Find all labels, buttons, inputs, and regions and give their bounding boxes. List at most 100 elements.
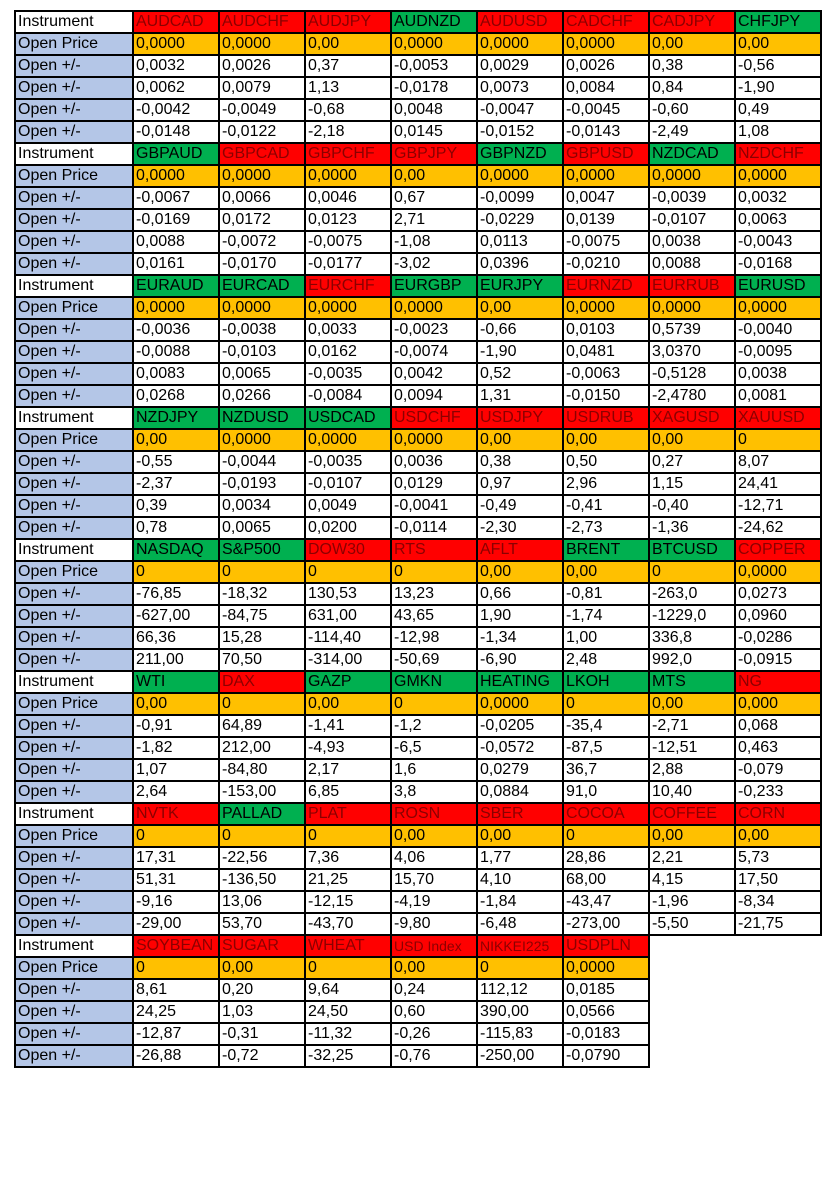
open-price-cell[interactable]: 0,00	[132, 692, 220, 716]
instrument-name-cell[interactable]: CADCHF	[562, 10, 650, 34]
open-change-cell[interactable]: 0,0026	[562, 54, 650, 78]
open-change-cell[interactable]: -0,0286	[734, 626, 822, 650]
open-change-cell[interactable]: -0,0040	[734, 318, 822, 342]
open-change-cell[interactable]: -0,0107	[304, 472, 392, 496]
instrument-name-cell[interactable]: PLAT	[304, 802, 392, 826]
open-change-cell[interactable]: 0,068	[734, 714, 822, 738]
open-change-cell[interactable]: 24,50	[304, 1000, 392, 1024]
open-price-cell[interactable]: 0,0000	[218, 428, 306, 452]
open-change-label[interactable]: Open +/-	[14, 98, 134, 122]
open-change-cell[interactable]: -0,0088	[132, 340, 220, 364]
open-price-cell[interactable]: 0,00	[390, 164, 478, 188]
open-change-cell[interactable]: 8,07	[734, 450, 822, 474]
open-change-cell[interactable]: 24,41	[734, 472, 822, 496]
open-change-cell[interactable]: -6,5	[390, 736, 478, 760]
open-change-cell[interactable]: -0,66	[476, 318, 564, 342]
open-price-cell[interactable]: 0	[648, 560, 736, 584]
instrument-name-cell[interactable]: RTS	[390, 538, 478, 562]
open-price-cell[interactable]: 0	[132, 560, 220, 584]
open-change-cell[interactable]: 0,0073	[476, 76, 564, 100]
open-change-label[interactable]: Open +/-	[14, 1000, 134, 1024]
open-change-cell[interactable]: 0,49	[734, 98, 822, 122]
open-price-cell[interactable]: 0,000	[734, 692, 822, 716]
instrument-name-cell[interactable]: CORN	[734, 802, 822, 826]
open-change-cell[interactable]: -250,00	[476, 1044, 564, 1068]
open-change-cell[interactable]: -0,0170	[218, 252, 306, 276]
open-change-label[interactable]: Open +/-	[14, 890, 134, 914]
open-change-cell[interactable]: 70,50	[218, 648, 306, 672]
open-change-cell[interactable]: -4,19	[390, 890, 478, 914]
open-change-cell[interactable]: -0,0047	[476, 98, 564, 122]
open-change-cell[interactable]: -0,0074	[390, 340, 478, 364]
open-price-cell[interactable]: 0,00	[734, 824, 822, 848]
open-price-cell[interactable]: 0,00	[562, 560, 650, 584]
open-change-cell[interactable]: -136,50	[218, 868, 306, 892]
open-change-cell[interactable]: -21,75	[734, 912, 822, 936]
open-change-cell[interactable]: -0,0193	[218, 472, 306, 496]
open-price-cell[interactable]: 0	[390, 560, 478, 584]
open-change-cell[interactable]: 0,0161	[132, 252, 220, 276]
open-change-cell[interactable]: -76,85	[132, 582, 220, 606]
open-price-cell[interactable]: 0,00	[390, 824, 478, 848]
open-price-cell[interactable]: 0	[476, 956, 564, 980]
open-price-cell[interactable]: 0,0000	[304, 428, 392, 452]
open-change-cell[interactable]: -2,4780	[648, 384, 736, 408]
open-change-cell[interactable]: -0,0038	[218, 318, 306, 342]
instrument-name-cell[interactable]: AUDNZD	[390, 10, 478, 34]
instrument-name-cell[interactable]: SUGAR	[218, 934, 306, 958]
open-change-label[interactable]: Open +/-	[14, 648, 134, 672]
open-price-cell[interactable]: 0	[218, 560, 306, 584]
open-change-label[interactable]: Open +/-	[14, 912, 134, 936]
open-change-cell[interactable]: 1,08	[734, 120, 822, 144]
open-price-cell[interactable]: 0,00	[476, 428, 564, 452]
open-change-cell[interactable]: -12,51	[648, 736, 736, 760]
instrument-name-cell[interactable]: DAX	[218, 670, 306, 694]
open-price-cell[interactable]: 0,0000	[218, 32, 306, 56]
open-change-cell[interactable]: 4,15	[648, 868, 736, 892]
open-price-cell[interactable]: 0,0000	[648, 296, 736, 320]
instrument-name-cell[interactable]: NZDJPY	[132, 406, 220, 430]
open-change-cell[interactable]: 3,8	[390, 780, 478, 804]
open-price-cell[interactable]: 0,0000	[476, 692, 564, 716]
open-change-cell[interactable]: -0,5128	[648, 362, 736, 386]
open-change-cell[interactable]: 7,36	[304, 846, 392, 870]
open-price-cell[interactable]: 0,00	[734, 32, 822, 56]
open-change-cell[interactable]: 0,0081	[734, 384, 822, 408]
instrument-name-cell[interactable]: AFLT	[476, 538, 564, 562]
open-change-cell[interactable]: 0,0172	[218, 208, 306, 232]
open-change-cell[interactable]: -0,76	[390, 1044, 478, 1068]
open-change-cell[interactable]: 13,06	[218, 890, 306, 914]
open-change-label[interactable]: Open +/-	[14, 1022, 134, 1046]
open-price-cell[interactable]: 0	[132, 824, 220, 848]
open-change-cell[interactable]: -2,30	[476, 516, 564, 540]
open-change-label[interactable]: Open +/-	[14, 626, 134, 650]
open-change-cell[interactable]: 0,38	[476, 450, 564, 474]
open-change-cell[interactable]: -12,98	[390, 626, 478, 650]
instrument-name-cell[interactable]: COFFEE	[648, 802, 736, 826]
open-change-cell[interactable]: -314,00	[304, 648, 392, 672]
instrument-name-cell[interactable]: USDCAD	[304, 406, 392, 430]
open-change-cell[interactable]: 13,23	[390, 582, 478, 606]
instrument-label[interactable]: Instrument	[14, 10, 134, 34]
open-change-cell[interactable]: -0,0072	[218, 230, 306, 254]
open-change-cell[interactable]: 4,10	[476, 868, 564, 892]
open-price-cell[interactable]: 0,0000	[304, 296, 392, 320]
open-change-label[interactable]: Open +/-	[14, 76, 134, 100]
open-change-cell[interactable]: -0,0114	[390, 516, 478, 540]
open-change-cell[interactable]: -0,233	[734, 780, 822, 804]
open-change-cell[interactable]: -1,08	[390, 230, 478, 254]
instrument-name-cell[interactable]: NG	[734, 670, 822, 694]
open-change-cell[interactable]: 15,28	[218, 626, 306, 650]
open-change-cell[interactable]: 0,0139	[562, 208, 650, 232]
instrument-name-cell[interactable]: EURCHF	[304, 274, 392, 298]
open-change-cell[interactable]: 0,37	[304, 54, 392, 78]
open-change-label[interactable]: Open +/-	[14, 714, 134, 738]
open-change-cell[interactable]: -153,00	[218, 780, 306, 804]
instrument-name-cell[interactable]: EURCAD	[218, 274, 306, 298]
open-change-cell[interactable]: 0,0047	[562, 186, 650, 210]
open-price-cell[interactable]: 0,00	[304, 692, 392, 716]
open-change-cell[interactable]: 1,31	[476, 384, 564, 408]
open-price-cell[interactable]: 0,00	[304, 32, 392, 56]
open-price-cell[interactable]: 0,0000	[734, 560, 822, 584]
open-change-cell[interactable]: -29,00	[132, 912, 220, 936]
